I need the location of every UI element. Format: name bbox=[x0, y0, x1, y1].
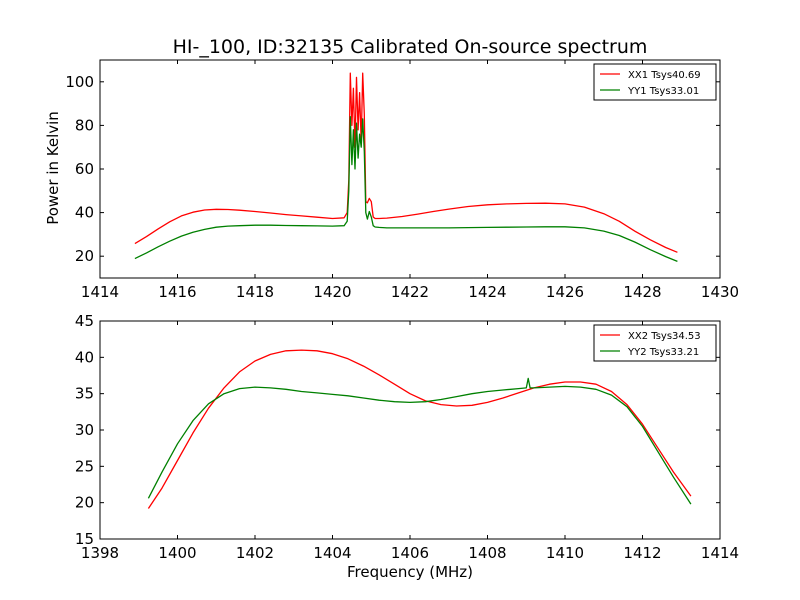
y-tick-label: 60 bbox=[75, 160, 94, 178]
series-line-xx1 bbox=[134, 72, 678, 253]
x-tick-label: 1400 bbox=[158, 544, 196, 562]
bottom-panel: 1398 1400 1402 1404 1406 1408 1410 1412 1414 15 20… bbox=[75, 312, 739, 562]
x-tick-label: 1398 bbox=[81, 544, 119, 562]
legend-label: YY1 Tsys33.01 bbox=[627, 86, 699, 97]
x-tick-label: 1402 bbox=[236, 544, 274, 562]
x-tick-label: 1408 bbox=[468, 544, 506, 562]
x-tick-label: 1414 bbox=[701, 544, 739, 562]
y-tick-label: 30 bbox=[75, 421, 94, 439]
legend-label: YY2 Tsys33.21 bbox=[627, 347, 699, 358]
legend: XX1 Tsys40.69 YY1 Tsys33.01 bbox=[593, 63, 717, 101]
x-tick-label: 1422 bbox=[391, 283, 429, 301]
series-line-yy1 bbox=[134, 116, 678, 263]
y-tick-label: 20 bbox=[75, 494, 94, 512]
x-tick-label: 1410 bbox=[546, 544, 584, 562]
y-tick-label: 40 bbox=[75, 348, 94, 366]
y-tick-label: 25 bbox=[75, 457, 94, 475]
x-tick-label: 1412 bbox=[623, 544, 661, 562]
y-tick-label: 35 bbox=[75, 385, 94, 403]
x-tick-label: 1414 bbox=[81, 283, 119, 301]
x-tick-label: 1416 bbox=[158, 283, 196, 301]
legend-box bbox=[593, 324, 717, 362]
y-tick-label: 45 bbox=[75, 312, 94, 330]
y-axis-label: Power in Kelvin bbox=[44, 111, 62, 225]
y-tick-label: 15 bbox=[75, 530, 94, 548]
x-tick-label: 1420 bbox=[313, 283, 351, 301]
legend-label: XX1 Tsys40.69 bbox=[628, 70, 701, 81]
x-axis-label: Frequency (MHz) bbox=[347, 563, 473, 581]
legend-label: XX2 Tsys34.53 bbox=[628, 331, 701, 342]
x-tick-label: 1424 bbox=[468, 283, 506, 301]
top-panel: 1414 1416 1418 1420 1422 1424 1426 1428 1430 20 40… bbox=[65, 59, 739, 301]
figure-title: HI-_100, ID:32135 Calibrated On-source s… bbox=[173, 36, 648, 58]
series-line-xx2 bbox=[147, 349, 692, 509]
legend: XX2 Tsys34.53 YY2 Tsys33.21 bbox=[593, 324, 717, 362]
legend-box bbox=[593, 63, 717, 101]
x-tick-label: 1404 bbox=[313, 544, 351, 562]
y-tick-label: 40 bbox=[75, 204, 94, 222]
x-tick-label: 1426 bbox=[546, 283, 584, 301]
series-line-yy2 bbox=[147, 377, 692, 505]
y-tick-label: 100 bbox=[65, 73, 94, 91]
x-tick-label: 1406 bbox=[391, 544, 429, 562]
y-tick-label: 80 bbox=[75, 116, 94, 134]
x-tick-label: 1418 bbox=[236, 283, 274, 301]
x-tick-label: 1428 bbox=[623, 283, 661, 301]
x-tick-label: 1430 bbox=[701, 283, 739, 301]
y-tick-label: 20 bbox=[75, 247, 94, 265]
